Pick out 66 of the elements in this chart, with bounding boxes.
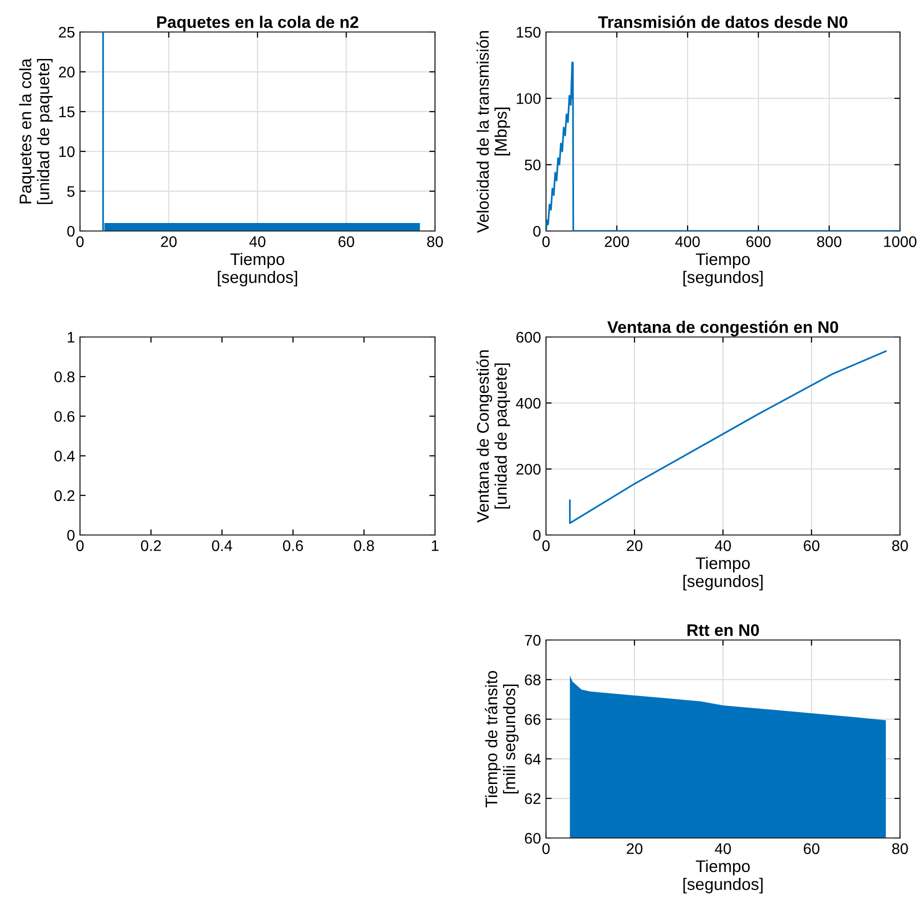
x-tick-label: 40: [714, 843, 731, 854]
y-tick-label: 10: [59, 146, 75, 158]
x-tick-label: 1: [432, 540, 439, 551]
x-tick-label: 0: [542, 843, 550, 854]
y-axis-title: Velocidad de la transmisión [Mbps]: [476, 31, 510, 233]
x-tick-label: 20: [161, 236, 177, 248]
y-tick-label: 0.8: [54, 371, 74, 382]
x-tick-label: 0: [542, 540, 550, 552]
x-tick-label: 40: [714, 540, 731, 552]
x-tick-label: 0: [76, 540, 84, 552]
x-tick-label: 20: [626, 540, 642, 552]
y-tick-label: 400: [516, 398, 541, 409]
x-tick-label: 600: [746, 236, 771, 248]
x-tick-label: 400: [675, 236, 700, 248]
y-tick-label: 20: [58, 66, 75, 78]
x-tick-label: 80: [892, 843, 908, 854]
y-tick-label: 0: [533, 530, 541, 541]
x-tick-label: 0.2: [140, 540, 161, 552]
y-tick-label: 0.6: [54, 411, 74, 422]
x-tick-label: 1000: [884, 236, 916, 248]
y-tick-label: 25: [58, 26, 74, 38]
y-tick-label: 100: [516, 93, 541, 104]
y-tick-label: 62: [524, 793, 540, 804]
y-tick-label: 50: [524, 160, 541, 170]
x-tick-label: 0: [76, 236, 84, 248]
y-tick-label: 60: [524, 832, 541, 844]
y-tick-label: 70: [524, 634, 541, 646]
y-axis-title: Paquetes en la cola [unidad de paquete]: [19, 58, 53, 204]
y-tick-label: 66: [524, 714, 540, 725]
y-tick-label: 600: [516, 332, 541, 343]
y-tick-label: 0: [533, 226, 541, 237]
y-tick-label: 68: [524, 674, 540, 686]
x-tick-label: 200: [604, 236, 629, 248]
x-axis-title: Tiempo [segundos]: [218, 252, 298, 286]
y-axis-title: Tiempo de tránsito [mili segundos]: [484, 670, 519, 808]
y-tick-label: 150: [516, 26, 541, 38]
x-tick-label: 0.6: [282, 540, 303, 552]
y-tick-label: 15: [59, 106, 74, 118]
x-axis-title: Tiempo [segundos]: [683, 252, 763, 286]
y-tick-label: 1: [68, 332, 74, 343]
x-axis-title: Tiempo [segundos]: [683, 556, 763, 590]
y-tick-label: 200: [516, 464, 541, 475]
y-tick-label: 0.4: [54, 450, 75, 462]
y-tick-label: 0.2: [54, 490, 74, 502]
x-tick-label: 800: [817, 236, 842, 248]
x-tick-label: 60: [338, 236, 354, 248]
x-tick-label: 0.4: [212, 540, 232, 552]
y-tick-label: 64: [524, 754, 541, 764]
x-tick-label: 80: [892, 540, 908, 552]
x-tick-label: 60: [804, 843, 820, 854]
y-tick-label: 0: [67, 530, 75, 541]
chart-title: Rtt en N0: [688, 624, 759, 636]
y-tick-label: 5: [67, 186, 74, 197]
y-axis-title: Ventana de Congestión [unidad de paquete]: [476, 350, 510, 523]
x-tick-label: 60: [804, 540, 820, 552]
line-series: [569, 350, 887, 524]
chart-title: Ventana de congestión en N0: [607, 320, 838, 336]
x-tick-label: 20: [626, 843, 642, 854]
x-axis-title: Tiempo [segundos]: [683, 860, 763, 894]
x-tick-label: 0.8: [354, 540, 374, 552]
x-tick-label: 0: [542, 236, 550, 248]
x-tick-label: 80: [427, 236, 443, 248]
y-tick-label: 0: [67, 226, 75, 237]
chart-title: Transmisión de datos desde N0: [598, 16, 848, 28]
chart-title: Paquetes en la cola de n2: [157, 16, 358, 32]
x-tick-label: 40: [249, 236, 266, 248]
